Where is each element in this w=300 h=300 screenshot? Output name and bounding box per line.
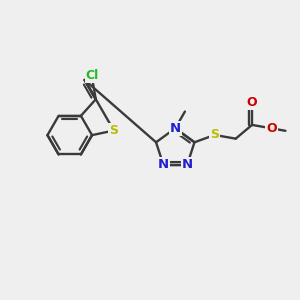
Text: O: O <box>247 96 257 110</box>
Text: Cl: Cl <box>85 69 99 82</box>
Text: N: N <box>170 122 181 135</box>
Text: O: O <box>266 122 277 135</box>
Text: S: S <box>210 128 219 141</box>
Text: N: N <box>182 158 193 171</box>
Text: N: N <box>158 158 169 171</box>
Text: S: S <box>109 124 118 137</box>
